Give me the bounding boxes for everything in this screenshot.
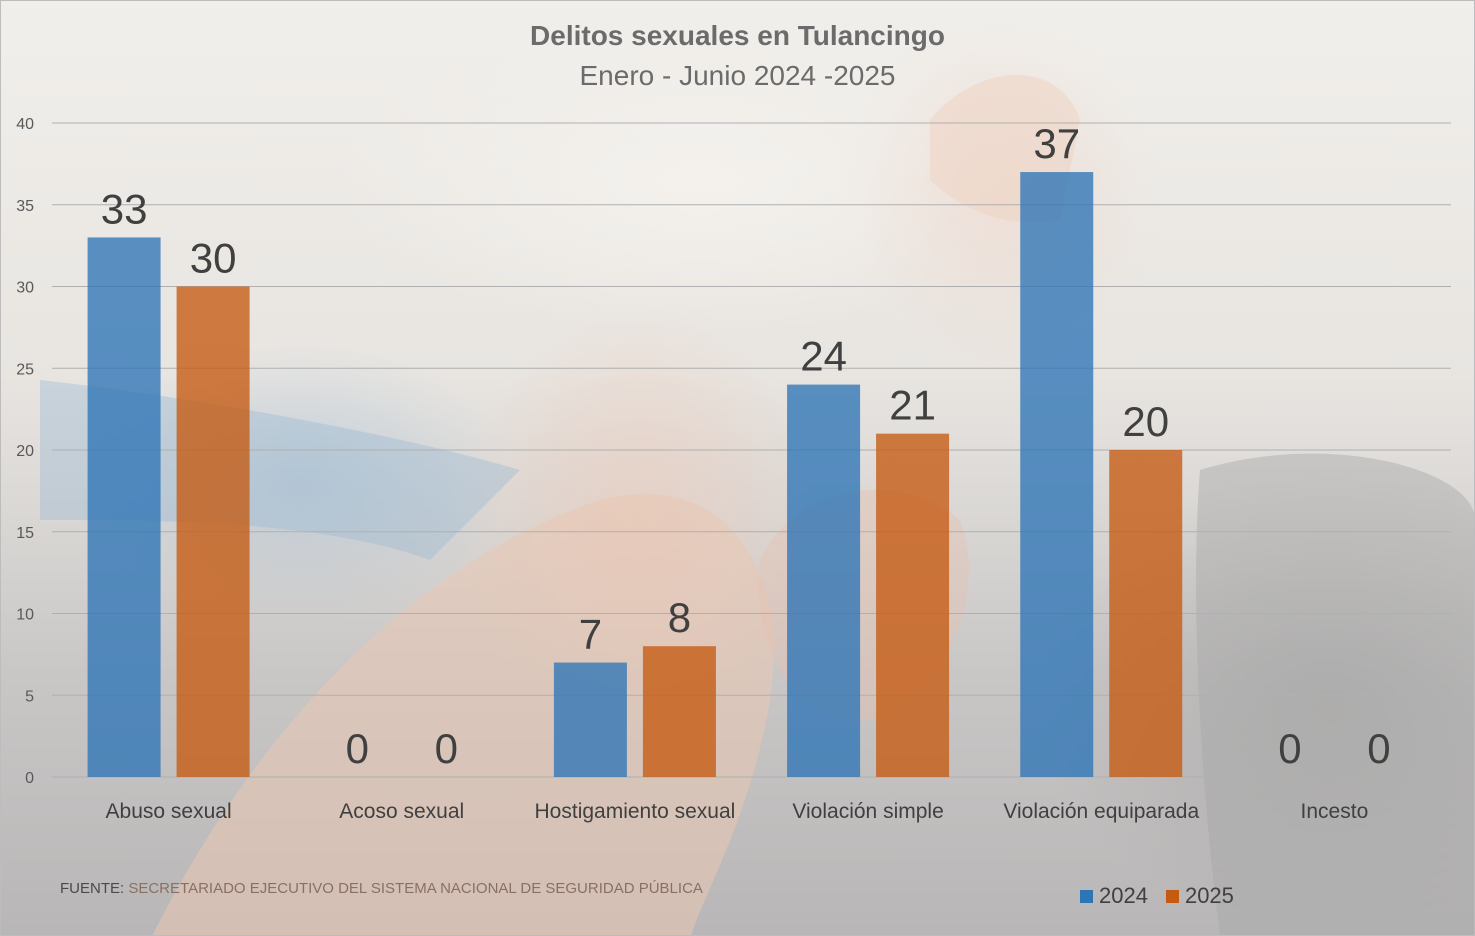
bar-2025 — [642, 646, 716, 777]
y-tick-label: 30 — [16, 280, 34, 297]
y-tick-label: 5 — [25, 688, 34, 705]
y-tick-label: 40 — [16, 116, 34, 133]
legend-item-2024: 2024 — [1080, 883, 1148, 909]
y-tick-label: 10 — [16, 607, 34, 624]
data-label: 20 — [1122, 398, 1169, 445]
y-tick-label: 20 — [16, 443, 34, 460]
data-label: 0 — [1278, 725, 1301, 772]
y-tick-label: 35 — [16, 198, 34, 215]
data-label: 21 — [889, 382, 936, 429]
source-note: FUENTE: SECRETARIADO EJECUTIVO DEL SISTE… — [60, 880, 703, 897]
y-tick-label: 0 — [25, 770, 34, 787]
x-tick-label: Hostigamiento sexual — [535, 800, 736, 823]
y-axis: 0 5 10 15 20 25 30 35 40 — [16, 116, 34, 787]
y-tick-label: 15 — [16, 525, 34, 542]
legend-item-2025: 2025 — [1165, 883, 1234, 909]
legend-label-2024: 2024 — [1099, 883, 1148, 908]
data-label: 7 — [579, 611, 602, 658]
legend-label-2025: 2025 — [1184, 883, 1234, 908]
y-tick-label: 25 — [16, 361, 34, 378]
chart-title: Delitos sexuales en Tulancingo — [530, 20, 945, 51]
source-label: FUENTE: — [60, 880, 125, 897]
bar-2024 — [787, 384, 861, 777]
bar-2024 — [87, 237, 161, 777]
bar-2025 — [176, 286, 250, 777]
x-tick-label: Incesto — [1301, 800, 1369, 823]
source-text: SECRETARIADO EJECUTIVO DEL SISTEMA NACIO… — [124, 880, 703, 897]
data-labels: 33 30 0 0 7 8 24 21 37 20 0 0 — [101, 120, 1391, 772]
x-axis: Abuso sexual Acoso sexual Hostigamiento se… — [106, 800, 1369, 823]
data-label: 8 — [668, 594, 691, 641]
data-label: 24 — [800, 333, 847, 380]
gridlines — [52, 122, 1451, 778]
chart-subtitle: Enero - Junio 2024 -2025 — [579, 60, 896, 91]
bar-2025 — [876, 433, 950, 777]
x-tick-label: Violación equiparada — [1003, 800, 1199, 823]
legend-swatch-2025 — [1165, 889, 1179, 903]
x-tick-label: Violación simple — [792, 800, 943, 823]
data-label: 37 — [1033, 120, 1080, 167]
x-tick-label: Abuso sexual — [106, 800, 232, 823]
bar-2024 — [553, 662, 627, 777]
bar-2025 — [1109, 450, 1183, 777]
data-label: 30 — [190, 235, 237, 282]
data-label: 33 — [101, 185, 148, 232]
bar-2024 — [1020, 172, 1094, 778]
legend-swatch-2024 — [1080, 889, 1093, 903]
bars — [87, 172, 1183, 778]
data-label: 0 — [1367, 725, 1390, 772]
data-label: 0 — [346, 725, 369, 772]
legend: 2024 2025 — [1080, 883, 1234, 909]
x-tick-label: Acoso sexual — [339, 800, 464, 823]
data-label: 0 — [435, 725, 458, 772]
